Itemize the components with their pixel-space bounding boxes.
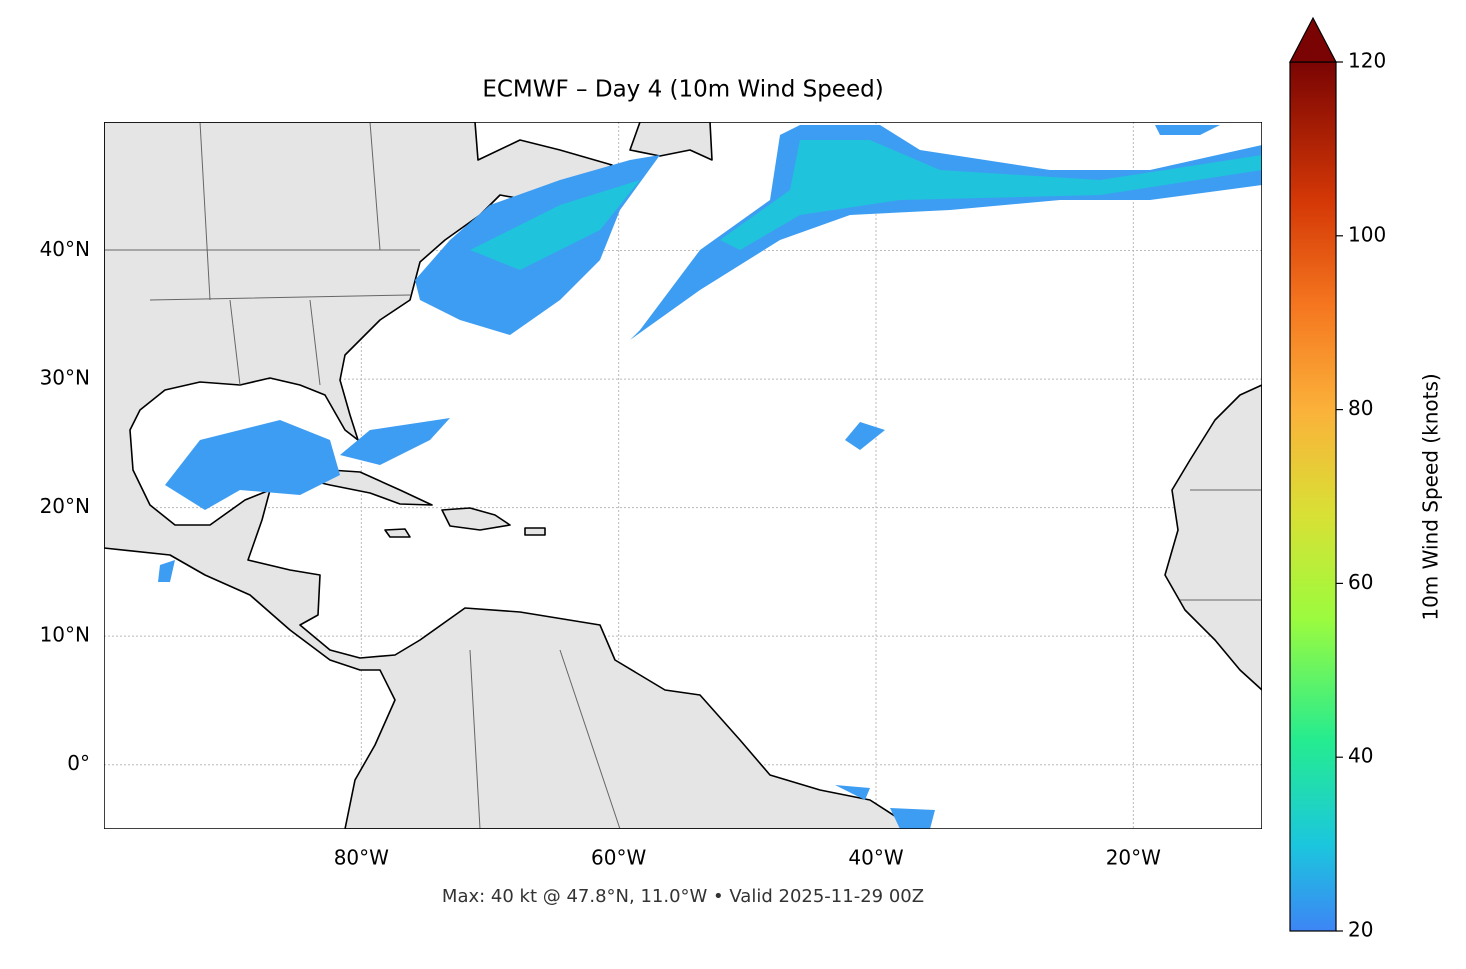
colorbar bbox=[1289, 61, 1337, 932]
colorbar-extend bbox=[1289, 16, 1337, 63]
map bbox=[104, 122, 1262, 829]
jamaica bbox=[384, 528, 411, 538]
wind-bahamas bbox=[340, 418, 450, 465]
colorbar-tick-label: 80 bbox=[1348, 396, 1373, 420]
cuba bbox=[299, 469, 433, 506]
y-tick-label: 0° bbox=[67, 751, 90, 775]
wind-band bbox=[630, 125, 1262, 340]
y-tick-label: 40°N bbox=[40, 237, 90, 261]
colorbar-label: 10m Wind Speed (knots) bbox=[1419, 373, 1443, 620]
colorbar-tick-label: 120 bbox=[1348, 49, 1386, 73]
colorbar-tick-label: 20 bbox=[1348, 918, 1373, 942]
footer: Max: 40 kt @ 47.8°N, 11.0°W • Valid 2025… bbox=[442, 886, 924, 907]
wind-gulf bbox=[165, 420, 340, 510]
y-tick-label: 30°N bbox=[40, 366, 90, 390]
x-tick-label: 40°W bbox=[848, 846, 903, 870]
x-tick-label: 80°W bbox=[334, 846, 389, 870]
puerto-rico bbox=[524, 527, 546, 536]
y-tick-label: 10°N bbox=[40, 623, 90, 647]
colorbar-tick-label: 60 bbox=[1348, 570, 1373, 594]
americas bbox=[104, 122, 916, 829]
y-tick-label: 20°N bbox=[40, 494, 90, 518]
x-tick-label: 60°W bbox=[591, 846, 646, 870]
borders bbox=[104, 122, 1262, 829]
chart-title: ECMWF – Day 4 (10m Wind Speed) bbox=[482, 77, 883, 103]
wind-core bbox=[470, 140, 1262, 270]
hispaniola bbox=[441, 507, 511, 531]
africa bbox=[1164, 384, 1262, 691]
colorbar-tick-label: 40 bbox=[1348, 744, 1373, 768]
colorbar-tick-label: 100 bbox=[1348, 222, 1386, 246]
x-tick-label: 20°W bbox=[1106, 846, 1161, 870]
newfoundland bbox=[629, 122, 713, 161]
